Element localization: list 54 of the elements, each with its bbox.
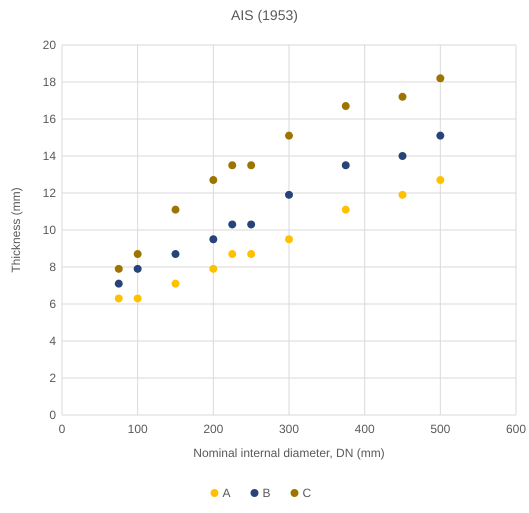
point [114,264,123,273]
point [398,152,406,160]
point [209,235,218,244]
y-tick-label: 18 [42,75,56,90]
x-tick-label: 400 [354,422,375,436]
y-tick-label: 14 [42,149,56,164]
legend-label: A [222,486,231,500]
y-tick-label: 2 [49,371,56,386]
point [209,176,218,184]
y-tick-label: 6 [49,297,56,312]
y-tick-label: 0 [49,408,56,422]
point [436,132,444,140]
y-tick-label: 12 [42,186,56,200]
x-tick-label: 200 [203,422,224,436]
x-tick-label: 100 [128,422,148,436]
point [114,294,123,302]
point [228,161,236,170]
point [342,102,350,110]
point [342,206,350,214]
y-tick-label: 10 [42,223,56,238]
point [398,92,406,101]
point [134,250,142,258]
y-axis-title: Thickness (mm) [9,187,23,273]
point [285,190,293,199]
point [247,250,256,258]
y-tick-label: 8 [49,260,56,274]
y-tick-label: 16 [42,112,56,126]
point [134,264,142,273]
x-tick-label: 500 [430,422,451,436]
point [247,220,256,228]
chart-title: AIS (1953) [231,7,298,23]
point [134,294,142,302]
point [436,176,444,184]
x-tick-label: 0 [58,422,66,436]
point [247,161,256,170]
point [172,250,180,258]
point [285,235,293,244]
x-tick-label: 300 [278,422,300,436]
y-tick-label: 20 [42,38,56,52]
point [342,161,350,170]
point [436,74,444,82]
x-axis-title: Nominal internal diameter, DN (mm) [193,446,385,460]
point [172,206,180,214]
point [209,264,218,273]
point [172,280,180,288]
point [228,220,236,228]
legend-label: C [302,486,312,500]
point [228,250,236,258]
point [285,132,293,140]
legend-label: B [262,486,271,500]
point [114,280,123,288]
point [398,190,406,199]
x-tick-label: 600 [506,422,526,436]
y-tick-label: 4 [49,334,56,348]
